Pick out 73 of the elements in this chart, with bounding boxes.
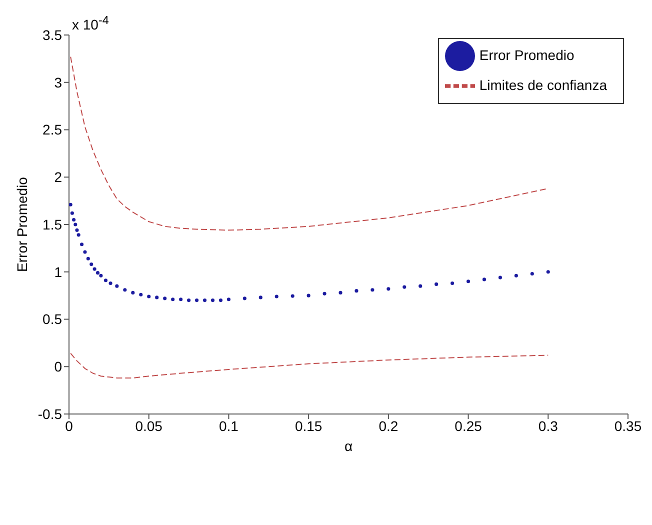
- point: [139, 292, 143, 296]
- point: [194, 298, 199, 302]
- y-tick-label: 2.5: [42, 122, 62, 138]
- point: [72, 218, 76, 222]
- x-tick-label: 0.35: [614, 418, 642, 434]
- point: [450, 281, 454, 286]
- point: [163, 296, 167, 300]
- x-tick-label: 0.25: [454, 418, 482, 434]
- point: [92, 267, 96, 271]
- point: [123, 288, 127, 292]
- point: [218, 298, 223, 302]
- point: [131, 290, 135, 294]
- line-series: [70, 352, 549, 378]
- point: [242, 296, 246, 300]
- point: [108, 281, 112, 286]
- y-tick-label: -0.5: [38, 406, 62, 422]
- point: [354, 289, 358, 293]
- point: [171, 298, 175, 302]
- point: [530, 272, 534, 276]
- point: [210, 298, 215, 302]
- x-tick-label: 0.15: [294, 418, 322, 434]
- point: [370, 288, 374, 292]
- point: [290, 294, 294, 298]
- x-axis-title: α: [344, 438, 353, 454]
- text: x 10$^{-4}$: [72, 14, 109, 33]
- point: [306, 294, 310, 298]
- point: [70, 211, 74, 215]
- x-tick-label: 0.2: [378, 418, 398, 434]
- y-tick-label: 0.5: [42, 311, 62, 328]
- x-tick-label: 0.1: [218, 418, 239, 434]
- point: [402, 285, 406, 289]
- legend-label: Limites de confianza: [479, 76, 607, 93]
- y-tick-label: 3: [54, 74, 62, 90]
- point: [546, 270, 550, 274]
- x-tick-label: 0.3: [538, 418, 558, 434]
- point: [86, 256, 90, 260]
- point: [69, 202, 72, 206]
- point: [115, 284, 119, 288]
- point: [83, 250, 87, 254]
- point: [386, 287, 390, 291]
- y-tick-label: 1.5: [42, 216, 62, 232]
- point: [482, 278, 486, 282]
- point: [258, 296, 262, 300]
- point: [226, 298, 230, 302]
- y-axis-title: Error Promedio: [14, 176, 30, 272]
- point: [96, 271, 100, 275]
- point: [466, 280, 470, 284]
- point: [155, 296, 159, 300]
- x-tick-label: 0: [65, 418, 74, 434]
- point: [104, 278, 108, 282]
- point: [80, 242, 84, 246]
- point: [274, 294, 278, 298]
- y-tick-label: 2: [54, 169, 62, 186]
- y-tick-label: 1: [54, 264, 62, 280]
- point: [99, 274, 103, 278]
- point: [74, 222, 78, 226]
- point: [434, 282, 438, 286]
- point: [75, 228, 79, 232]
- point: [76, 233, 80, 237]
- point: [90, 262, 94, 266]
- point: [187, 298, 191, 302]
- y-tick-label: 3.5: [42, 26, 62, 43]
- point: [147, 294, 151, 298]
- point: [179, 298, 183, 302]
- legend-label: Error Promedio: [479, 46, 574, 63]
- point: [418, 284, 422, 288]
- y-tick-label: 0: [54, 358, 62, 375]
- point: [498, 276, 502, 280]
- point: [514, 274, 518, 278]
- point: [202, 298, 207, 302]
- x-tick-label: 0.05: [135, 418, 163, 434]
- point: [322, 292, 326, 296]
- point: [338, 290, 342, 294]
